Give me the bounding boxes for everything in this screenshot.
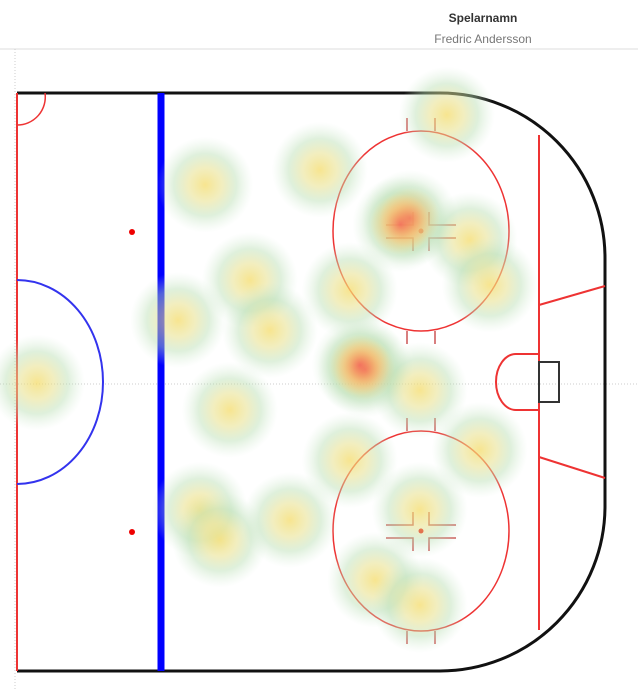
heat-blob — [371, 557, 468, 654]
heat-blob — [157, 136, 254, 233]
subtitle: Fredric Andersson — [434, 32, 531, 46]
heat-core — [370, 194, 431, 255]
heat-blob — [181, 361, 278, 458]
heat-blob — [371, 342, 468, 439]
heat-blob — [431, 402, 528, 498]
heat-blob — [130, 272, 227, 369]
title: Spelarnamn — [449, 11, 518, 25]
heat-blob — [398, 66, 495, 163]
heat-blob — [221, 282, 318, 379]
heat-layer — [0, 66, 538, 654]
heat-core — [329, 335, 390, 395]
heat-blob — [0, 334, 85, 431]
heat-blob — [441, 236, 538, 333]
heat-blob — [371, 461, 468, 558]
heat-blob — [301, 242, 398, 339]
heat-blob — [171, 491, 268, 588]
heat-blob — [301, 412, 398, 509]
heat-blob — [271, 121, 368, 218]
